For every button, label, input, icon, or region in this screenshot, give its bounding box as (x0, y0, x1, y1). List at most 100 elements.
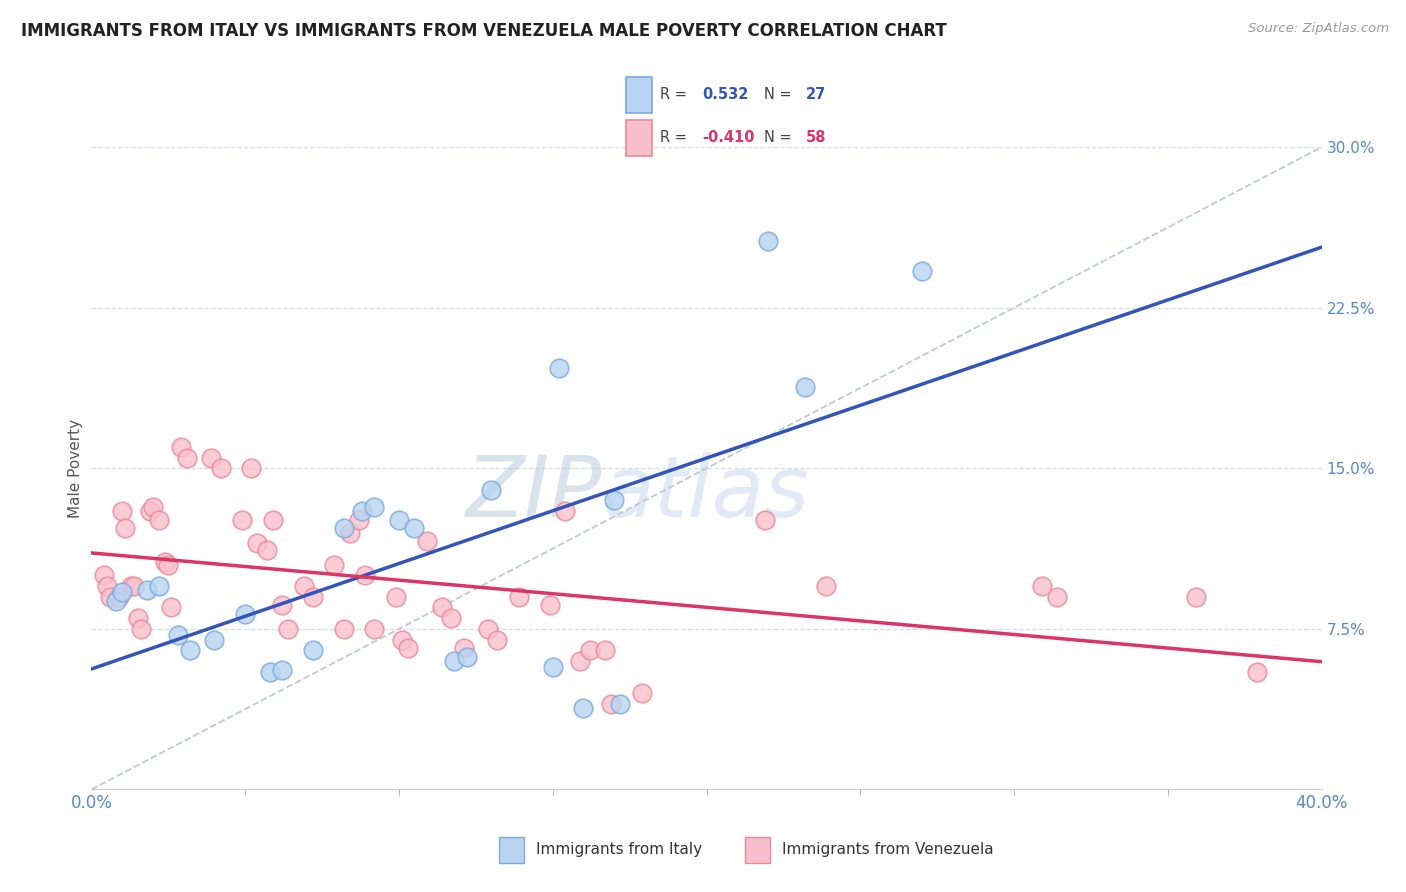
Point (609, 697, 631, 711)
Point (271, 663, 294, 677)
Point (157, 558, 180, 572)
Point (415, 534, 437, 549)
Point (179, 643, 201, 657)
Point (350, 504, 373, 518)
Point (456, 649, 478, 664)
Point (911, 264, 934, 278)
Point (486, 632, 509, 647)
Point (815, 579, 838, 593)
Point (477, 622, 499, 636)
Text: Source: ZipAtlas.com: Source: ZipAtlas.com (1249, 22, 1389, 36)
Point (127, 611, 149, 625)
Text: N =: N = (765, 130, 792, 145)
Point (391, 632, 413, 647)
Point (135, 583, 157, 598)
Point (233, 607, 256, 621)
Text: R =: R = (661, 87, 688, 103)
Point (111, 585, 134, 599)
Point (153, 556, 177, 570)
Point (111, 504, 134, 518)
Point (363, 622, 385, 636)
Point (202, 632, 225, 647)
Point (479, 483, 502, 497)
Point (1246, 665, 1268, 679)
Point (246, 536, 269, 550)
FancyBboxPatch shape (627, 120, 652, 156)
Point (600, 697, 623, 711)
Point (169, 440, 191, 454)
Point (166, 628, 188, 642)
Point (1184, 590, 1206, 604)
Point (385, 590, 408, 604)
Point (262, 513, 284, 527)
Point (363, 500, 385, 514)
Point (347, 513, 370, 527)
Point (129, 622, 152, 636)
Point (508, 590, 530, 604)
Point (554, 504, 576, 518)
Point (1046, 590, 1069, 604)
Point (756, 235, 779, 249)
Point (98, 590, 121, 604)
Text: Immigrants from Venezuela: Immigrants from Venezuela (782, 842, 994, 856)
Text: IMMIGRANTS FROM ITALY VS IMMIGRANTS FROM VENEZUELA MALE POVERTY CORRELATION CHAR: IMMIGRANTS FROM ITALY VS IMMIGRANTS FROM… (21, 22, 946, 40)
Point (259, 665, 281, 679)
Point (120, 579, 142, 593)
Text: Immigrants from Italy: Immigrants from Italy (536, 842, 702, 856)
Point (538, 599, 561, 613)
Point (603, 493, 626, 508)
Point (578, 643, 600, 657)
Text: 0.532: 0.532 (702, 87, 748, 103)
Point (430, 600, 453, 615)
Point (339, 525, 361, 540)
Point (323, 558, 346, 572)
Point (231, 513, 253, 527)
Point (301, 643, 323, 657)
Point (332, 521, 354, 535)
Point (404, 521, 426, 535)
Point (631, 686, 654, 700)
Text: ZIP: ZIP (465, 452, 602, 535)
Point (148, 579, 170, 593)
Point (332, 622, 354, 636)
Point (547, 360, 569, 375)
Point (277, 622, 299, 636)
Text: atlas: atlas (602, 452, 810, 535)
Y-axis label: Male Poverty: Male Poverty (67, 418, 83, 518)
Point (240, 461, 263, 475)
Point (396, 641, 419, 656)
Point (209, 461, 232, 475)
FancyBboxPatch shape (627, 77, 652, 112)
Point (271, 599, 294, 613)
Point (388, 513, 411, 527)
Point (176, 450, 198, 465)
Point (200, 450, 222, 465)
Point (160, 600, 183, 615)
Point (96, 579, 118, 593)
Point (793, 380, 815, 394)
Point (440, 611, 463, 625)
Point (541, 660, 564, 674)
Point (105, 594, 127, 608)
Text: R =: R = (661, 130, 688, 145)
Text: -0.410: -0.410 (702, 130, 755, 145)
Point (93, 568, 115, 582)
Point (443, 654, 465, 668)
Point (148, 513, 170, 527)
Point (142, 500, 165, 514)
Point (301, 590, 323, 604)
Point (1031, 579, 1053, 593)
Point (139, 504, 162, 518)
Point (572, 701, 595, 715)
Point (569, 654, 592, 668)
Point (108, 590, 131, 604)
Text: N =: N = (765, 87, 792, 103)
Point (292, 579, 315, 593)
Point (256, 542, 278, 557)
Text: 27: 27 (806, 87, 827, 103)
Point (114, 521, 136, 535)
Point (124, 579, 146, 593)
Point (453, 641, 475, 656)
Text: 58: 58 (806, 130, 827, 145)
Point (354, 568, 377, 582)
